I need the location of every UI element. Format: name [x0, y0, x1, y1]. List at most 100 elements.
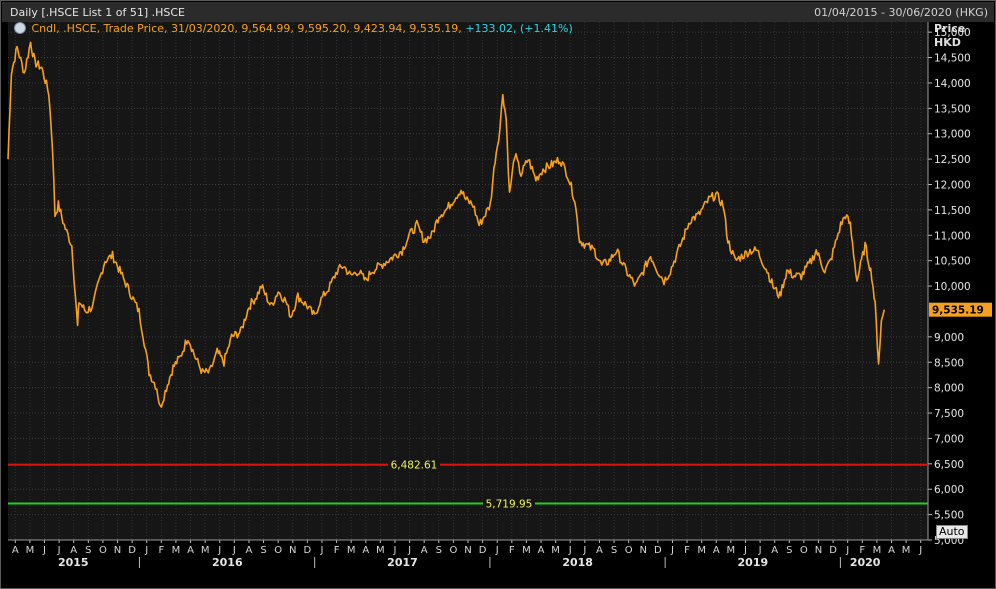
x-month-label: J	[57, 545, 61, 556]
x-month-label: J	[758, 545, 762, 556]
x-month-label: A	[187, 545, 194, 556]
x-year-label: 2019	[738, 556, 769, 569]
x-month-label: F	[859, 545, 865, 556]
x-month-label: O	[449, 545, 457, 556]
date-range: 01/04/2015 - 30/06/2020 (HKG)	[814, 6, 988, 19]
reference-label-bg	[483, 496, 535, 511]
x-month-label: J	[232, 545, 236, 556]
reference-lines: 6,482.61 5,719.95	[8, 457, 928, 511]
x-month-label: M	[376, 545, 385, 556]
y-axis-title: Price	[934, 22, 966, 35]
x-month-label: M	[26, 545, 35, 556]
x-month-label: S	[611, 545, 617, 556]
y-axis-unit: HKD	[934, 36, 961, 49]
x-month-label: A	[70, 545, 77, 556]
grid-lines	[8, 22, 928, 541]
y-tick-label: 7,000	[934, 433, 964, 445]
x-month-label: A	[538, 545, 545, 556]
x-month-label: F	[334, 545, 340, 556]
y-tick-label: 5,500	[934, 510, 964, 522]
x-month-label: J	[568, 545, 572, 556]
y-tick-label: 6,000	[934, 484, 964, 496]
x-month-label: D	[654, 545, 662, 556]
x-month-label: O	[99, 545, 107, 556]
x-month-label: D	[128, 545, 136, 556]
price-line	[7, 41, 886, 408]
x-month-label: N	[464, 545, 471, 556]
chart-settings-icon[interactable]	[14, 22, 26, 34]
y-tick-label: 8,000	[934, 383, 964, 395]
x-month-label: O	[800, 545, 808, 556]
y-tick-label: 11,500	[934, 205, 971, 217]
x-month-label: J	[393, 545, 397, 556]
x-month-label: J	[42, 545, 46, 556]
y-tick-label: 12,000	[934, 180, 971, 192]
x-month-label: O	[274, 545, 282, 556]
x-month-label: M	[873, 545, 882, 556]
title-bar: Daily [.HSCE List 1 of 51] .HSCE 01/04/2…	[2, 2, 994, 22]
x-month-label: F	[158, 545, 164, 556]
reference-line-label: 5,719.95	[486, 498, 533, 510]
x-month-label: D	[479, 545, 487, 556]
x-month-label: M	[727, 545, 736, 556]
x-month-label: J	[845, 545, 849, 556]
y-axis-labels: 15,000 14,500 14,000 13,500 13,000 12,500 12,0…	[934, 27, 971, 547]
y-tick-label: 10,500	[934, 256, 971, 268]
y-tick-label: 10,000	[934, 281, 971, 293]
x-year-label: 2018	[562, 556, 593, 569]
x-month-label: M	[902, 545, 911, 556]
series-legend[interactable]: Cndl, .HSCE, Trade Price, 31/03/2020, 9,…	[14, 22, 573, 35]
reference-line-label: 6,482.61	[391, 460, 438, 472]
axes	[8, 22, 932, 568]
chart-title: Daily [.HSCE List 1 of 51] .HSCE	[10, 6, 185, 19]
y-tick-label: 13,500	[934, 103, 971, 115]
reference-label-bg	[388, 457, 440, 472]
x-month-label: A	[362, 545, 369, 556]
x-month-label: J	[217, 545, 221, 556]
y-axis-header: Price HKD	[934, 22, 965, 50]
x-month-label: D	[829, 545, 837, 556]
x-month-label: M	[201, 545, 210, 556]
x-month-label: A	[888, 545, 895, 556]
x-year-label: 2015	[58, 556, 89, 569]
x-month-label: A	[713, 545, 720, 556]
legend-text: Cndl, .HSCE, Trade Price, 31/03/2020, 9,…	[31, 22, 462, 35]
last-price-marker: 9,535.19	[929, 302, 992, 317]
x-month-label: N	[289, 545, 296, 556]
legend-change: +133.02, (+1.41%)	[465, 22, 573, 35]
x-month-label: J	[743, 545, 747, 556]
x-month-label: J	[319, 545, 323, 556]
x-month-label: F	[684, 545, 690, 556]
x-month-label: J	[495, 545, 499, 556]
x-year-label: 2016	[212, 556, 243, 569]
y-tick-label: 13,000	[934, 129, 971, 141]
x-month-label: M	[697, 545, 706, 556]
y-tick-label: 14,500	[934, 53, 971, 65]
price-series	[7, 41, 886, 408]
x-month-label: S	[85, 545, 91, 556]
y-tick-label: 6,500	[934, 459, 964, 471]
x-month-label: J	[918, 545, 922, 556]
x-month-label: M	[522, 545, 531, 556]
x-month-label: N	[114, 545, 121, 556]
x-month-label: A	[771, 545, 778, 556]
x-month-label: D	[304, 545, 312, 556]
x-month-label: M	[551, 545, 560, 556]
x-month-label: A	[596, 545, 603, 556]
x-month-label: F	[509, 545, 515, 556]
x-month-label: A	[421, 545, 428, 556]
x-month-label: S	[786, 545, 792, 556]
x-year-label: 2020	[850, 556, 881, 569]
x-month-label: A	[12, 545, 19, 556]
x-month-label: J	[407, 545, 411, 556]
last-price-label: 9,535.19	[932, 305, 984, 317]
x-month-label: J	[670, 545, 674, 556]
x-month-label: O	[625, 545, 633, 556]
x-month-label: N	[815, 545, 822, 556]
last-price-box	[929, 302, 992, 317]
y-tick-label: 11,000	[934, 230, 971, 242]
auto-scale-button[interactable]: Auto	[936, 525, 968, 539]
y-tick-label: 15,000	[934, 27, 971, 39]
